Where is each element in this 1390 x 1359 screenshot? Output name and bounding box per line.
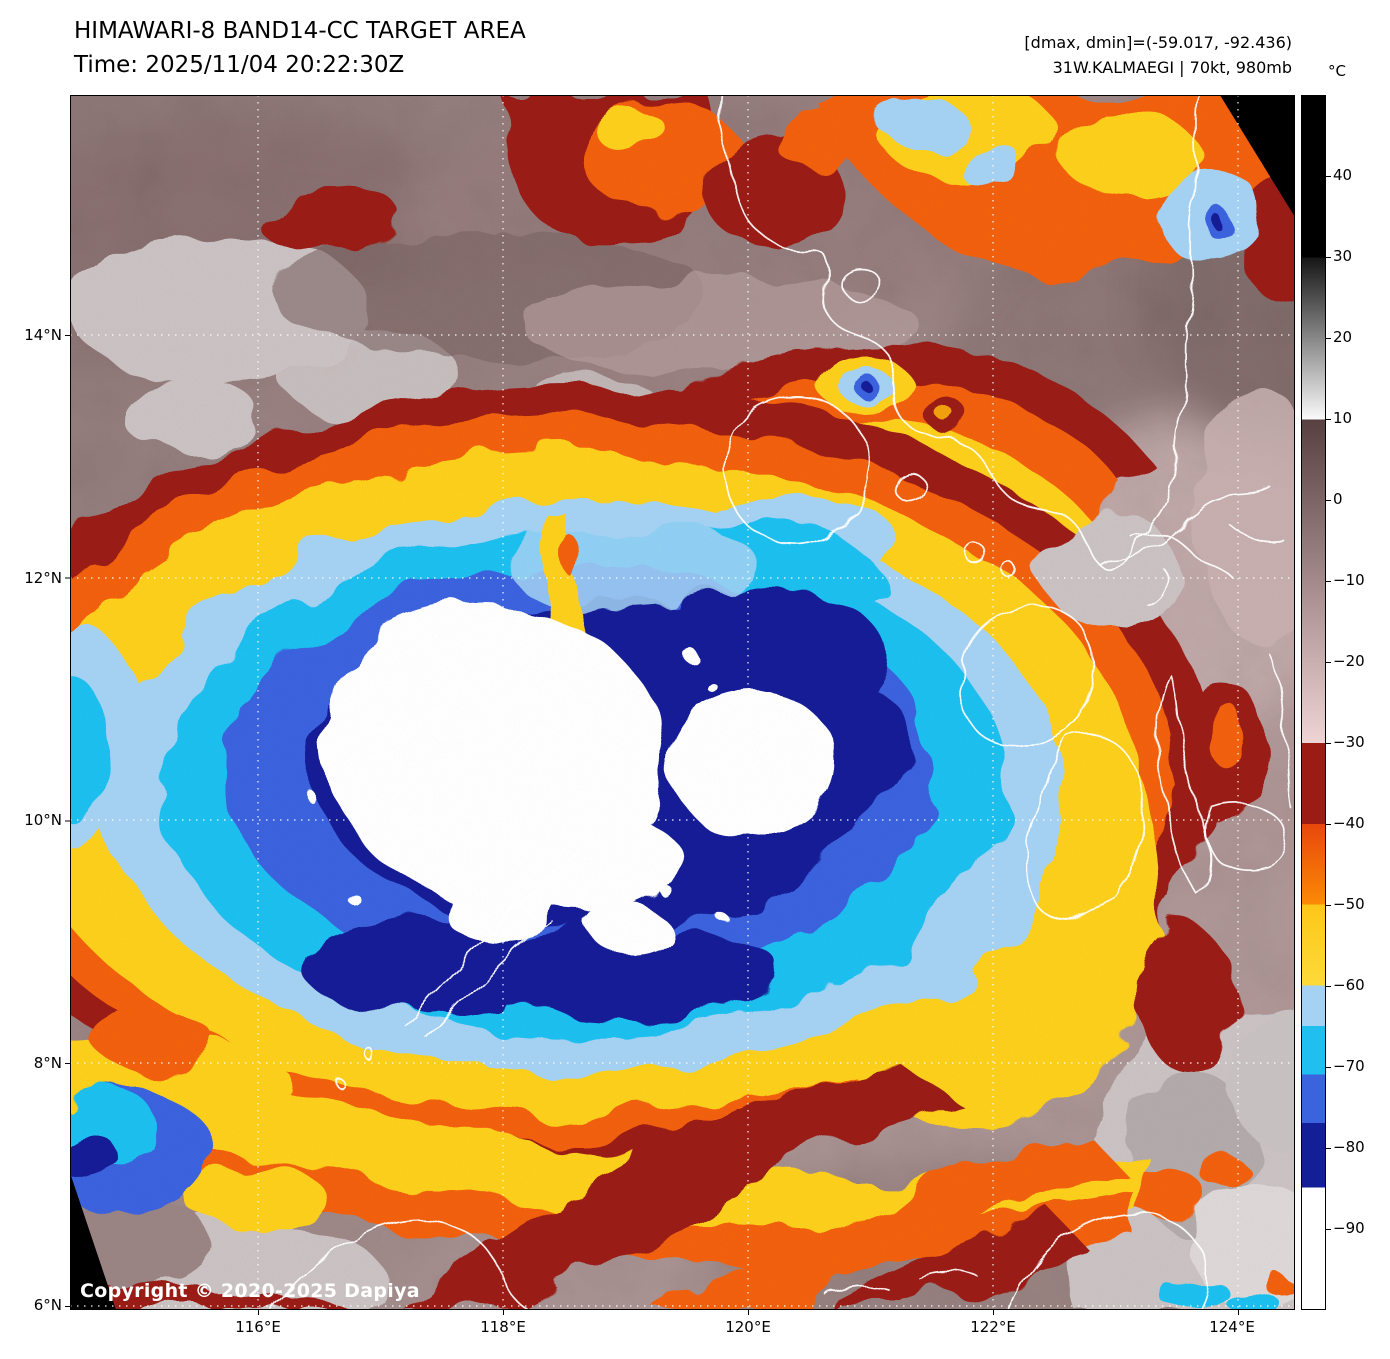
lat-label-6n: 6°N — [33, 1296, 62, 1314]
no-data-wedge-topright — [1220, 95, 1295, 217]
colorbar-tick-m20: −20 — [1333, 652, 1365, 670]
lon-label-122e: 122°E — [970, 1318, 1016, 1336]
colorbar-tick-m50: −50 — [1333, 895, 1365, 913]
dmax-dmin-readout: [dmax, dmin]=(-59.017, -92.436) — [1024, 33, 1292, 52]
satellite-data-region — [70, 95, 1295, 1310]
timestamp: Time: 2025/11/04 20:22:30Z — [74, 52, 405, 78]
plot-frame — [70, 95, 1295, 1310]
colorbar-tick-marks — [1326, 175, 1331, 1232]
colorbar — [1301, 95, 1326, 1310]
page-title: HIMAWARI-8 BAND14-CC TARGET AREA — [74, 18, 526, 44]
lon-label-120e: 120°E — [725, 1318, 771, 1336]
colorbar-tick-0: 0 — [1333, 490, 1343, 508]
lat-tick-marks — [65, 334, 70, 1307]
lat-label-12n: 12°N — [24, 569, 62, 587]
lat-label-14n: 14°N — [24, 326, 62, 344]
colorbar-tick-40: 40 — [1333, 166, 1353, 184]
lat-label-8n: 8°N — [33, 1054, 62, 1072]
colorbar-tick-20: 20 — [1333, 328, 1353, 346]
satellite-image-panel: Copyright © 2020-2025 Dapiya — [70, 95, 1295, 1310]
colorbar-tick-m80: −80 — [1333, 1138, 1365, 1156]
lon-label-116e: 116°E — [235, 1318, 281, 1336]
colorbar-tick-m60: −60 — [1333, 976, 1365, 994]
coastlines — [269, 95, 1293, 1310]
no-data-wedge-bottomleft — [70, 1173, 116, 1310]
lat-label-10n: 10°N — [24, 811, 62, 829]
colorbar-tick-30: 30 — [1333, 247, 1353, 265]
satellite-map — [70, 95, 1295, 1310]
colorbar-tick-m70: −70 — [1333, 1057, 1365, 1075]
lon-label-118e: 118°E — [480, 1318, 526, 1336]
colorbar-tick-10: 10 — [1333, 409, 1353, 427]
colorbar-unit-label: °C — [1328, 62, 1346, 80]
colorbar-tick-m30: −30 — [1333, 733, 1365, 751]
colorbar-tick-m10: −10 — [1333, 571, 1365, 589]
header-title-block: HIMAWARI-8 BAND14-CC TARGET AREA Time: 2… — [74, 14, 526, 82]
storm-info: 31W.KALMAEGI | 70kt, 980mb — [1052, 58, 1292, 77]
graticule — [70, 95, 1295, 1310]
colorbar-tick-m40: −40 — [1333, 814, 1365, 832]
colorbar-tick-m90: −90 — [1333, 1219, 1365, 1237]
lon-tick-marks — [257, 1310, 1240, 1315]
lon-label-124e: 124°E — [1209, 1318, 1255, 1336]
copyright-text: Copyright © 2020-2025 Dapiya — [80, 1280, 420, 1302]
header-readout-block: [dmax, dmin]=(-59.017, -92.436) 31W.KALM… — [1024, 30, 1292, 80]
